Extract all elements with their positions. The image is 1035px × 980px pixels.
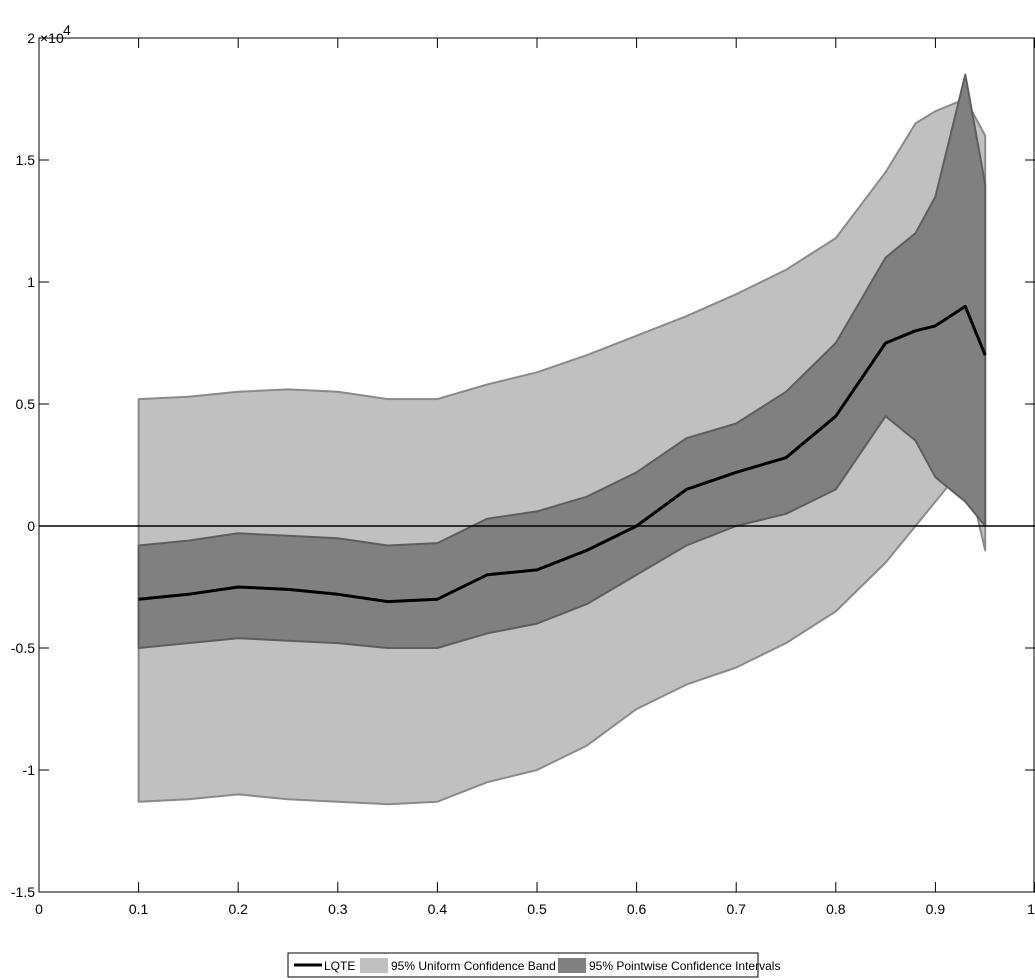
y-tick-label: 1.5 — [16, 152, 36, 168]
x-tick-label: 0.2 — [228, 901, 248, 917]
y-tick-label: -1 — [23, 762, 36, 778]
y-multiplier-base: ×10 — [40, 30, 64, 46]
x-tick-label: 0.8 — [826, 901, 846, 917]
x-tick-label: 0.7 — [726, 901, 746, 917]
y-tick-label: 0.5 — [16, 396, 36, 412]
y-tick-label: 0 — [27, 518, 35, 534]
lqte-line — [138, 304, 987, 604]
legend-label-lqte: LQTE — [324, 959, 355, 973]
x-tick-label: 0.9 — [926, 901, 946, 917]
legend-swatch-pointwise-intervals — [558, 958, 586, 973]
y-tick-label: -1.5 — [11, 884, 35, 900]
x-tick-label: 1 — [1027, 901, 1035, 917]
y-tick-label: 2 — [27, 30, 35, 46]
x-axis: 0 0.1 0.2 0.3 0.4 0.5 0.6 0.7 0.8 0.9 1 — [35, 38, 1035, 917]
x-tick-label: 0.4 — [428, 901, 448, 917]
y-multiplier: ×10 4 — [40, 22, 71, 46]
band-layer — [137, 73, 987, 806]
x-tick-label: 0.3 — [328, 901, 348, 917]
legend-label-pointwise-intervals: 95% Pointwise Confidence Intervals — [589, 959, 780, 973]
y-axis: -1.5 -1 -0.5 0 0.5 1 1.5 2 — [11, 30, 1035, 900]
y-tick-label: 1 — [27, 274, 35, 290]
x-tick-label: 0.6 — [627, 901, 647, 917]
x-tick-label: 0.5 — [527, 901, 547, 917]
legend: LQTE 95% Uniform Confidence Band 95% Poi… — [287, 952, 780, 978]
y-tick-label: -0.5 — [11, 640, 35, 656]
legend-label-uniform-band: 95% Uniform Confidence Band — [391, 959, 556, 973]
x-tick-label: 0.1 — [129, 901, 149, 917]
y-multiplier-exponent: 4 — [63, 22, 71, 38]
x-tick-label: 0 — [35, 901, 43, 917]
legend-swatch-uniform-band — [360, 958, 388, 973]
